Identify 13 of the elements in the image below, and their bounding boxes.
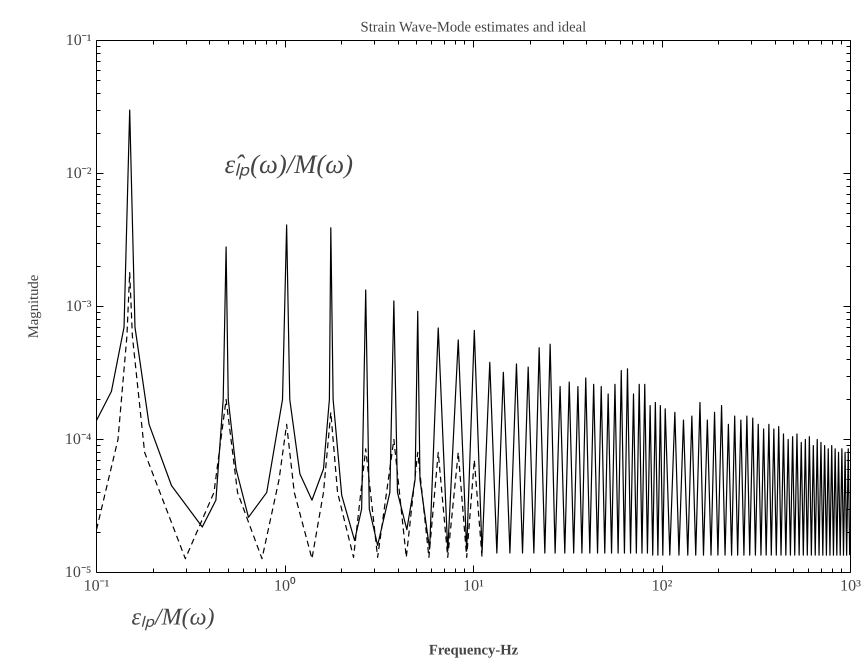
annotation: ε̂ₗₚ(ω)/M(ω) [224, 148, 354, 180]
x-tick-label: 10³ [840, 578, 861, 594]
x-tick-label: 10¹ [463, 578, 484, 594]
x-axis-title: Frequency-Hz [428, 642, 519, 658]
y-tick-label: 10⁻¹ [66, 32, 92, 49]
text: εₗₚ/M(ω) [132, 604, 215, 630]
y-axis-title: Magnitude [26, 274, 42, 338]
chart-title: Strain Wave-Mode estimates and ideal [360, 20, 586, 36]
y-tick-label: 10⁻³ [66, 298, 92, 315]
x-tick-label: 10² [652, 578, 673, 594]
y-tick-label: 10⁻² [66, 165, 92, 182]
x-tick-label: 10⁰ [274, 576, 296, 594]
y-tick-label: 10⁻⁴ [64, 431, 92, 448]
